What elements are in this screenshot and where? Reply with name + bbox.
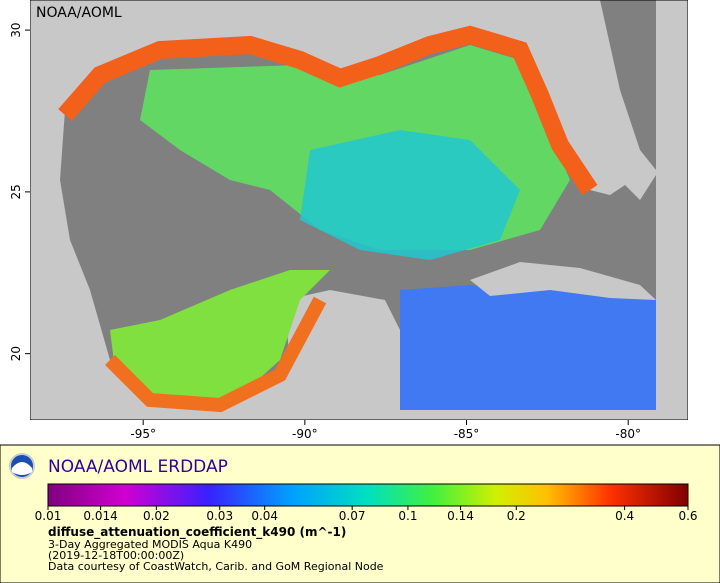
cuba <box>470 262 656 300</box>
colorbar-tick-label: 0.1 <box>398 509 417 523</box>
campeche-green <box>110 270 330 405</box>
legend-line: Data courtesy of CoastWatch, Carib. and … <box>48 560 384 573</box>
colorbar-tick-label: 0.4 <box>615 509 634 523</box>
y-tick-label: 20 <box>9 346 23 361</box>
colorbar-tick-label: 0.14 <box>447 509 474 523</box>
coastal-band <box>58 25 598 195</box>
x-tick-label: -95° <box>130 427 156 441</box>
colorbar-tick-label: 0.01 <box>35 509 62 523</box>
colorbar-tick-label: 0.04 <box>251 509 278 523</box>
variable-name: diffuse_attenuation_coefficient_k490 (m^… <box>48 525 346 540</box>
colorbar-tick-label: 0.02 <box>143 509 170 523</box>
colorbar-tick-label: 0.03 <box>206 509 233 523</box>
legend-line: (2019-12-18T00:00:00Z) <box>48 549 184 562</box>
y-tick-label: 30 <box>9 22 23 37</box>
x-tick-label: -85° <box>454 427 480 441</box>
colorbar-tick-label: 0.07 <box>339 509 366 523</box>
watermark: NOAA/AOML <box>36 5 122 21</box>
x-tick-label: -80° <box>615 427 641 441</box>
colorbar-tick-label: 0.2 <box>507 509 526 523</box>
colorbar-tick-label: 0.014 <box>83 509 117 523</box>
open-cyan <box>300 130 520 260</box>
legend-line: 3-Day Aggregated MODIS Aqua K490 <box>48 538 252 551</box>
colorbar <box>47 483 689 507</box>
y-tick-label: 25 <box>9 184 23 199</box>
atlantic-water <box>600 0 656 170</box>
coastal-band-south <box>105 296 327 413</box>
map: NOAA/AOML <box>30 0 688 420</box>
x-tick-label: -90° <box>292 427 318 441</box>
legend-title: NOAA/AOML ERDDAP <box>48 457 228 477</box>
colorbar-ticks: 0.01 0.014 0.02 0.03 0.04 0.07 0.1 0.14 0.2 0.4 0.… <box>35 506 698 523</box>
logo-bird <box>12 462 32 475</box>
colorbar-tick-label: 0.6 <box>678 509 697 523</box>
legend-panel <box>0 444 720 583</box>
caribbean-blue <box>400 285 656 410</box>
axes: -95° -90° -85° -80° 20 25 30 <box>9 22 641 441</box>
